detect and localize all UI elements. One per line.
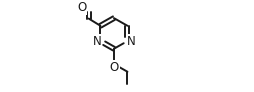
Text: O: O: [77, 1, 86, 14]
Text: O: O: [109, 61, 119, 74]
Text: N: N: [127, 35, 135, 48]
Text: N: N: [92, 35, 101, 48]
